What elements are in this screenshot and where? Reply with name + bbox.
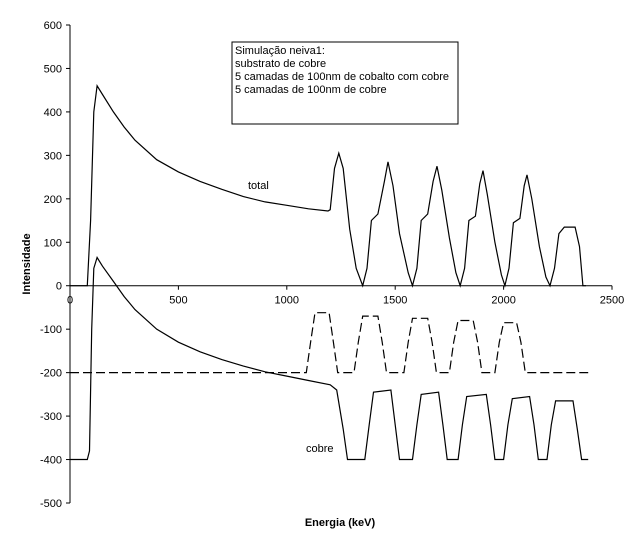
x-tick-label: 500 xyxy=(169,295,187,307)
note-line: 5 camadas de 100nm de cobalto com cobre xyxy=(235,71,449,83)
y-tick-label: -200 xyxy=(40,368,62,380)
x-tick-label: 2000 xyxy=(491,295,515,307)
y-tick-label: 200 xyxy=(44,194,62,206)
y-tick-label: 100 xyxy=(44,237,62,249)
series-line xyxy=(70,84,586,288)
y-tick-label: 600 xyxy=(44,20,62,32)
y-tick-label: -400 xyxy=(40,455,62,467)
x-axis-label: Energia (keV) xyxy=(305,517,376,529)
x-tick-label: 0 xyxy=(67,295,73,307)
y-tick-label: -100 xyxy=(40,324,62,336)
note-line: 5 camadas de 100nm de cobre xyxy=(235,84,387,96)
series-label: cobre xyxy=(306,443,334,455)
series-label: total xyxy=(248,180,269,192)
y-axis-label: Intensidade xyxy=(21,233,33,294)
series-line xyxy=(70,312,589,374)
y-tick-label: 300 xyxy=(44,150,62,162)
x-tick-label: 1000 xyxy=(275,295,299,307)
y-tick-label: 400 xyxy=(44,107,62,119)
y-tick-label: -300 xyxy=(40,411,62,423)
y-tick-label: 0 xyxy=(56,281,62,293)
note-box xyxy=(231,41,459,125)
y-tick-label: 500 xyxy=(44,63,62,75)
series-line xyxy=(70,256,589,461)
y-tick-label: -500 xyxy=(40,498,62,510)
note-line: Simulação neiva1: xyxy=(235,45,325,57)
x-tick-label: 1500 xyxy=(383,295,407,307)
x-tick-label: 2500 xyxy=(600,295,624,307)
note-line: substrato de cobre xyxy=(235,58,326,70)
